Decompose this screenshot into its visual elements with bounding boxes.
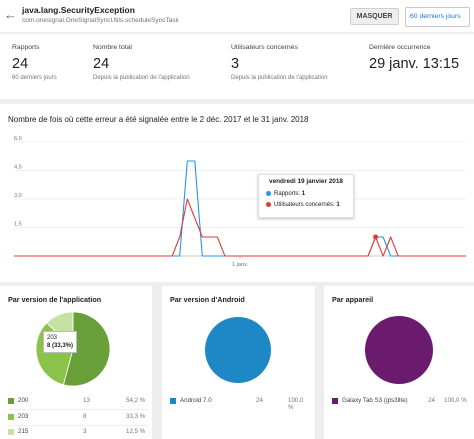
device-pie-chart — [365, 316, 433, 384]
top-bar: ← java.lang.SecurityException com.onesig… — [0, 0, 474, 32]
series-line-users — [14, 198, 466, 257]
card-title: Par version de l'application — [8, 295, 102, 304]
pie-slice — [62, 311, 111, 387]
card-app-version: Par version de l'application 203 8 (33,3… — [0, 286, 152, 439]
pie-tooltip-label: 203 — [47, 335, 58, 341]
y-tick-label: 6,0 — [14, 136, 22, 142]
stat-value: 29 janv. 13:15 — [369, 56, 460, 72]
tooltip-reports-dot — [266, 191, 271, 196]
legend-label: Galaxy Tab S3 (gts3llte) — [342, 397, 408, 404]
card-title: Par appareil — [332, 295, 374, 304]
pie-slice — [365, 316, 433, 384]
tooltip-users-label: Utilisateurs concernés — [274, 202, 334, 209]
legend-count: 8 — [83, 413, 87, 420]
stat-value: 3 — [231, 56, 240, 72]
exception-title: java.lang.SecurityException — [22, 5, 135, 15]
hide-button[interactable]: MASQUER — [350, 8, 399, 25]
pie-slice — [205, 317, 271, 383]
legend-label: Android 7.0 — [180, 397, 212, 404]
legend-percent: 100,0 % — [444, 397, 467, 404]
legend-swatch — [8, 414, 14, 420]
stat-total: Nombre total 24 Depuis la publication de… — [93, 44, 190, 81]
stat-sub: 60 derniers jours — [12, 75, 57, 81]
legend-percent: 12,5 % — [126, 428, 146, 435]
stat-label: Dernière occurrence — [369, 44, 431, 51]
legend-row[interactable]: Galaxy Tab S3 (gts3llte) 24 100,0 % — [332, 397, 472, 407]
legend-label: 203 — [18, 413, 29, 420]
legend-swatch — [8, 398, 14, 404]
y-tick-label: 1,5 — [14, 222, 22, 228]
legend-label: 215 — [18, 428, 29, 435]
stat-reports: Rapports 24 60 derniers jours — [12, 44, 57, 81]
pie-tooltip: 203 8 (33,3%) — [43, 331, 77, 353]
stat-value: 24 — [93, 56, 110, 72]
stat-sub: Depuis la publication de l'application — [231, 75, 328, 81]
legend-divider — [8, 409, 148, 410]
stat-affected-users: Utilisateurs concernés 3 Depuis la publi… — [231, 44, 328, 81]
tooltip-date: vendredi 19 janvier 2018 — [269, 178, 343, 185]
card-device: Par appareil Galaxy Tab S3 (gts3llte) 24… — [324, 286, 474, 439]
y-tick-label: 3,0 — [14, 193, 22, 199]
tooltip-reports-label: Rapports — [274, 191, 299, 198]
stat-label: Rapports — [12, 44, 40, 51]
series-line-reports — [14, 160, 466, 257]
error-chart-card: Nombre de fois où cette erreur a été sig… — [0, 104, 474, 282]
back-arrow-icon[interactable]: ← — [4, 7, 17, 22]
legend-swatch — [8, 429, 14, 435]
line-chart: 6,0 4,5 3,0 1,5 1 janv. — [14, 136, 466, 268]
legend-count: 13 — [83, 397, 90, 404]
legend-row[interactable]: 200 13 54,2 % — [8, 397, 148, 407]
y-tick-label: 4,5 — [14, 165, 22, 171]
app-version-pie-chart — [35, 311, 111, 387]
chart-title: Nombre de fois où cette erreur a été sig… — [8, 115, 309, 124]
card-android-version: Par version d'Android Android 7.0 24 100… — [162, 286, 315, 439]
tooltip-reports-value: 1 — [301, 191, 306, 198]
card-title: Par version d'Android — [170, 295, 245, 304]
stat-value: 24 — [12, 56, 29, 72]
legend-row[interactable]: Android 7.0 24 100,0 % — [170, 397, 310, 411]
legend-count: 24 — [428, 397, 435, 404]
legend-count: 3 — [83, 428, 87, 435]
tooltip-users-value: 1 — [336, 202, 340, 209]
period-select[interactable]: 60 derniers jours — [405, 7, 470, 27]
stat-label: Nombre total — [93, 44, 132, 51]
x-tick-label: 1 janv. — [232, 262, 249, 268]
legend-label: 200 — [18, 397, 29, 404]
legend-count: 24 — [256, 397, 263, 404]
legend-row[interactable]: 215 3 12,5 % — [8, 428, 148, 438]
legend-swatch — [332, 398, 338, 404]
chart-tooltip: vendredi 19 janvier 2018 Rapports: 1 Uti… — [258, 174, 354, 218]
stat-sub: Depuis la publication de l'application — [93, 75, 190, 81]
tooltip-users-dot — [266, 202, 271, 208]
android-version-pie-chart — [205, 317, 271, 383]
stat-label: Utilisateurs concernés — [231, 44, 298, 51]
stat-last-occurrence: Dernière occurrence 29 janv. 13:15 — [369, 44, 459, 72]
stats-panel: Rapports 24 60 derniers jours Nombre tot… — [0, 34, 474, 99]
tooltip-row-reports: Rapports: 1 — [266, 191, 346, 197]
legend-swatch — [170, 398, 176, 404]
legend-percent: 54,2 % — [126, 397, 146, 404]
pie-tooltip-value: 8 (33,3%) — [47, 343, 74, 349]
legend-percent: 33,3 % — [126, 413, 146, 420]
highlighted-point — [373, 234, 379, 240]
tooltip-row-users: Utilisateurs concernés: 1 — [266, 202, 346, 208]
legend-percent: 100,0 % — [288, 397, 304, 411]
legend-row[interactable]: 203 8 33,3 % — [8, 413, 148, 423]
legend-divider — [8, 425, 148, 426]
exception-subtitle: com.onesignal.OneSignalSyncUtils.schedul… — [22, 17, 179, 24]
